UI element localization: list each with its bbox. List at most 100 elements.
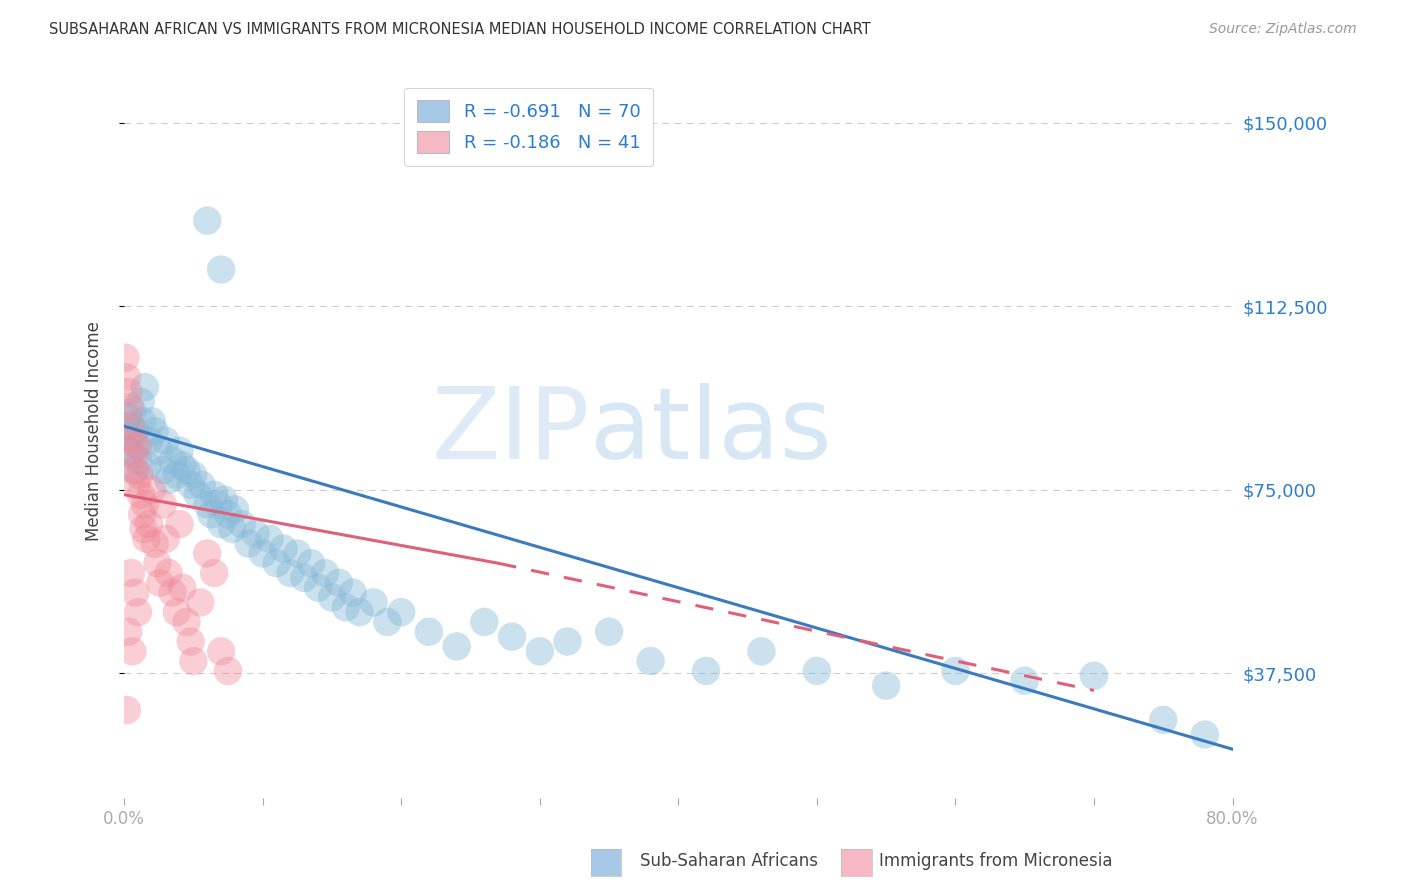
Point xyxy=(143,536,166,550)
Point xyxy=(134,498,156,512)
Point xyxy=(751,644,773,658)
Point xyxy=(224,502,246,516)
Point xyxy=(146,556,169,570)
Point xyxy=(1152,713,1174,727)
Point xyxy=(169,517,191,532)
Point xyxy=(180,478,202,492)
Point xyxy=(148,443,170,458)
Point xyxy=(557,634,579,648)
Point xyxy=(212,492,235,507)
Point xyxy=(127,605,149,619)
Point xyxy=(363,595,385,609)
Point xyxy=(118,429,141,443)
Point xyxy=(131,508,153,522)
Point xyxy=(202,566,225,580)
Point xyxy=(166,605,188,619)
Point xyxy=(328,575,350,590)
Point xyxy=(141,483,163,497)
Point xyxy=(217,508,239,522)
Point xyxy=(180,634,202,648)
Point xyxy=(115,370,138,384)
Point xyxy=(127,439,149,453)
Point xyxy=(200,508,222,522)
Point xyxy=(1194,727,1216,741)
Point xyxy=(172,458,194,473)
Point xyxy=(118,400,141,414)
Point xyxy=(135,532,157,546)
Point xyxy=(162,453,184,467)
Point xyxy=(238,536,260,550)
Point xyxy=(945,664,967,678)
Text: Immigrants from Micronesia: Immigrants from Micronesia xyxy=(879,852,1112,870)
Point xyxy=(157,566,180,580)
Point xyxy=(349,605,371,619)
Point xyxy=(875,679,897,693)
Point xyxy=(209,517,232,532)
Point xyxy=(129,394,152,409)
Point xyxy=(209,262,232,277)
Point xyxy=(190,478,212,492)
Point xyxy=(307,581,329,595)
Point xyxy=(1083,669,1105,683)
Point xyxy=(640,654,662,668)
Point xyxy=(172,581,194,595)
Point xyxy=(141,414,163,428)
Text: Sub-Saharan Africans: Sub-Saharan Africans xyxy=(640,852,818,870)
Point xyxy=(207,498,229,512)
Legend: R = -0.691   N = 70, R = -0.186   N = 41: R = -0.691 N = 70, R = -0.186 N = 41 xyxy=(404,87,654,166)
Point xyxy=(285,546,308,560)
Point xyxy=(446,640,468,654)
Point xyxy=(183,468,205,483)
Point xyxy=(187,488,209,502)
Point xyxy=(299,556,322,570)
Point xyxy=(252,546,274,560)
Point xyxy=(266,556,288,570)
Point xyxy=(183,654,205,668)
Point xyxy=(134,380,156,394)
Point xyxy=(120,419,142,434)
Point xyxy=(125,478,148,492)
Point xyxy=(121,404,143,418)
Point xyxy=(221,522,243,536)
Point xyxy=(280,566,302,580)
Point xyxy=(124,585,146,599)
Point xyxy=(152,498,174,512)
Point xyxy=(115,419,138,434)
Point xyxy=(335,600,357,615)
Point xyxy=(129,488,152,502)
Point xyxy=(117,409,139,424)
Point xyxy=(121,644,143,658)
Point xyxy=(202,488,225,502)
Point xyxy=(342,585,364,599)
Point xyxy=(138,434,160,448)
Point xyxy=(128,468,150,483)
Text: Source: ZipAtlas.com: Source: ZipAtlas.com xyxy=(1209,22,1357,37)
Point xyxy=(114,351,136,365)
Point xyxy=(117,624,139,639)
Point xyxy=(169,443,191,458)
Point xyxy=(120,443,142,458)
Point xyxy=(806,664,828,678)
Point xyxy=(124,424,146,438)
Point xyxy=(195,498,218,512)
Y-axis label: Median Household Income: Median Household Income xyxy=(86,321,103,541)
Point xyxy=(377,615,399,629)
Text: ZIP: ZIP xyxy=(432,383,589,480)
Point xyxy=(501,630,523,644)
Point xyxy=(273,541,295,556)
Point xyxy=(157,473,180,487)
Point xyxy=(136,458,159,473)
Point xyxy=(155,532,177,546)
Point xyxy=(122,463,145,477)
Point xyxy=(209,644,232,658)
Point xyxy=(259,532,281,546)
Point xyxy=(149,575,172,590)
Point xyxy=(389,605,412,619)
Point xyxy=(472,615,495,629)
Point xyxy=(695,664,717,678)
Point xyxy=(418,624,440,639)
Point xyxy=(195,546,218,560)
Point xyxy=(245,527,267,541)
Point xyxy=(231,517,253,532)
Point xyxy=(138,517,160,532)
